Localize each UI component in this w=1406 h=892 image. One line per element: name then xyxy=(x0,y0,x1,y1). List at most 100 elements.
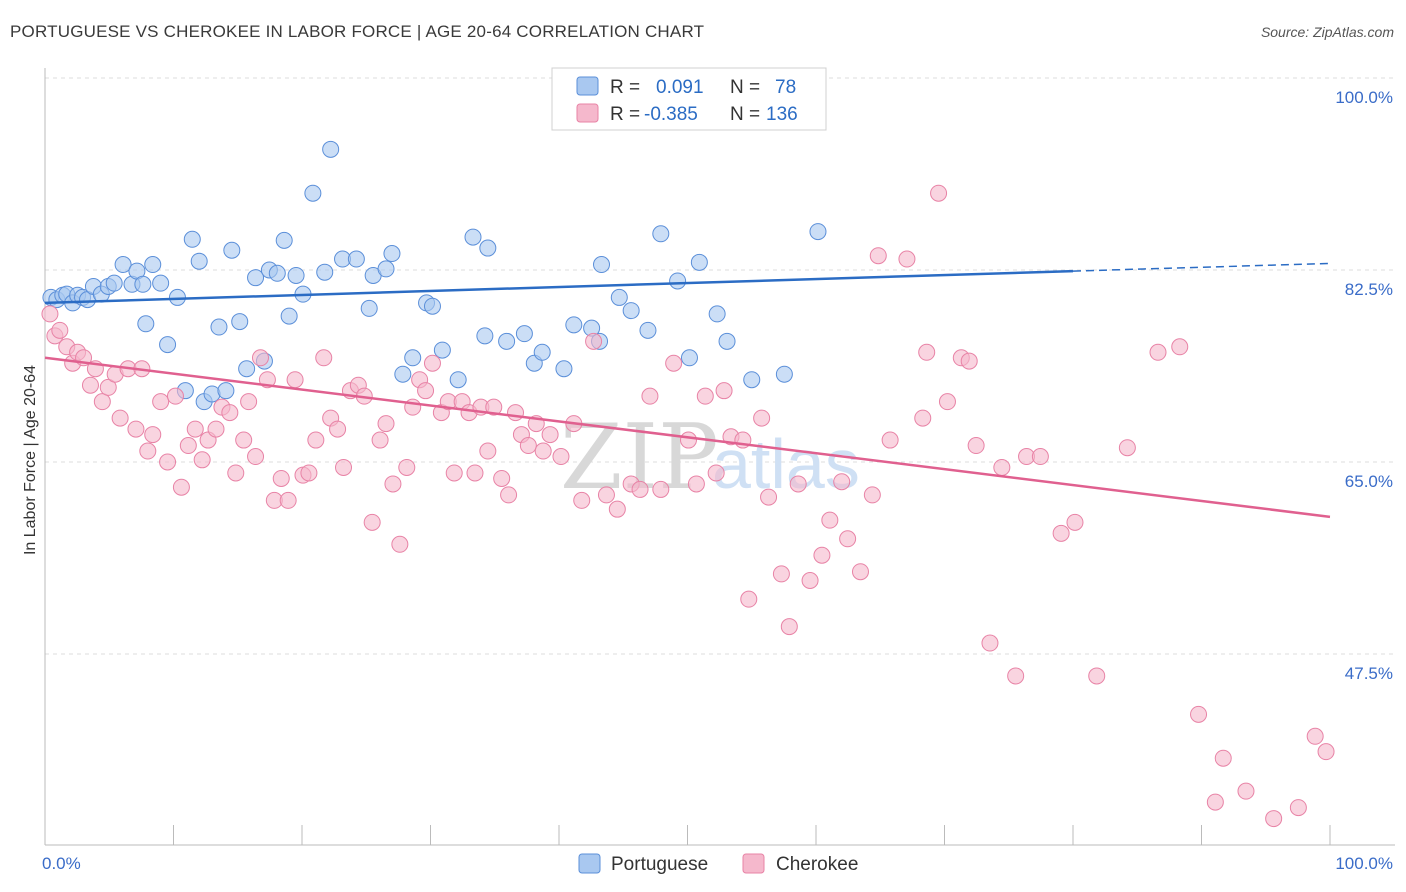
legend-cherokee-swatch xyxy=(742,853,765,874)
cherokee-point-51 xyxy=(377,415,395,433)
portuguese-point-77 xyxy=(809,223,827,241)
cherokee-point-118 xyxy=(993,458,1011,476)
cherokee-point-20 xyxy=(166,387,184,405)
portuguese-point-37 xyxy=(287,266,305,284)
portuguese-point-54 xyxy=(464,228,482,246)
portuguese-point-35 xyxy=(275,231,293,249)
portuguese-point-17 xyxy=(144,256,162,274)
cherokee-point-64 xyxy=(466,464,484,482)
cherokee-point-31 xyxy=(240,393,258,411)
portuguese-point-73 xyxy=(708,305,726,323)
cherokee-point-24 xyxy=(193,451,211,469)
portuguese-point-70 xyxy=(669,272,687,290)
portuguese-swatch xyxy=(576,76,599,96)
portuguese-n-value: 78 xyxy=(775,77,796,98)
portuguese-point-29 xyxy=(231,313,249,331)
cherokee-point-0 xyxy=(41,305,59,323)
cherokee-point-131 xyxy=(1237,782,1255,800)
cherokee-point-54 xyxy=(398,458,416,476)
cherokee-point-130 xyxy=(1214,749,1232,767)
cherokee-point-12 xyxy=(111,409,129,427)
cherokee-point-95 xyxy=(753,409,771,427)
cherokee-r-value: -0.385 xyxy=(644,104,698,125)
portuguese-point-68 xyxy=(639,321,657,339)
cherokee-point-81 xyxy=(608,500,626,518)
cherokee-point-135 xyxy=(1317,743,1335,761)
cherokee-point-50 xyxy=(371,431,389,449)
portuguese-trendline xyxy=(44,269,1074,305)
cherokee-point-76 xyxy=(552,448,570,466)
cherokee-point-91 xyxy=(715,382,733,400)
y-tick-label-1: 82.5% xyxy=(1345,280,1393,299)
cherokee-point-58 xyxy=(423,354,441,372)
cherokee-point-21 xyxy=(172,478,190,496)
portuguese-point-75 xyxy=(743,371,761,389)
cherokee-point-89 xyxy=(696,387,714,405)
portuguese-point-15 xyxy=(134,275,152,293)
cherokee-point-90 xyxy=(707,464,725,482)
legend-portuguese-label: Portuguese xyxy=(611,854,708,875)
cherokee-point-110 xyxy=(914,409,932,427)
cherokee-point-85 xyxy=(652,480,670,498)
tick-labels: 100.0% 82.5% 65.0% 47.5% 0.0% 100.0% xyxy=(42,88,1393,873)
cherokee-point-116 xyxy=(967,437,985,455)
portuguese-point-47 xyxy=(383,245,401,263)
cherokee-point-124 xyxy=(1088,667,1106,685)
cherokee-point-132 xyxy=(1265,810,1283,828)
portuguese-point-56 xyxy=(479,239,497,257)
portuguese-point-53 xyxy=(449,371,467,389)
portuguese-point-12 xyxy=(114,256,132,274)
cherokee-point-107 xyxy=(869,247,887,265)
portuguese-point-58 xyxy=(515,325,533,343)
cherokee-n-value: 136 xyxy=(766,104,798,125)
portuguese-point-49 xyxy=(404,349,422,367)
cherokee-point-84 xyxy=(641,387,659,405)
portuguese-point-46 xyxy=(377,260,395,278)
y-tick-label-0: 100.0% xyxy=(1335,88,1393,107)
cherokee-point-14 xyxy=(127,420,145,438)
cherokee-point-86 xyxy=(665,354,683,372)
cherokee-point-9 xyxy=(93,393,111,411)
portuguese-point-31 xyxy=(247,269,265,287)
portuguese-point-36 xyxy=(280,307,298,325)
cherokee-point-53 xyxy=(391,535,409,553)
cherokee-point-79 xyxy=(585,332,603,350)
cherokee-point-75 xyxy=(541,426,559,444)
portuguese-point-74 xyxy=(718,332,736,350)
portuguese-point-76 xyxy=(775,365,793,383)
portuguese-point-44 xyxy=(360,299,378,317)
cherokee-point-123 xyxy=(1066,513,1084,531)
cherokee-point-122 xyxy=(1052,524,1070,542)
axes xyxy=(44,68,1395,846)
series-portuguese xyxy=(42,140,827,411)
cherokee-point-88 xyxy=(687,475,705,493)
cherokee-point-101 xyxy=(813,546,831,564)
portuguese-point-69 xyxy=(652,225,670,243)
cherokee-point-67 xyxy=(485,398,503,416)
portuguese-point-11 xyxy=(105,274,123,292)
cherokee-point-40 xyxy=(300,464,318,482)
cherokee-point-7 xyxy=(81,376,99,394)
portuguese-point-23 xyxy=(190,252,208,270)
cherokee-point-45 xyxy=(335,458,353,476)
cherokee-point-103 xyxy=(833,473,851,491)
cherokee-point-134 xyxy=(1306,727,1324,745)
cherokee-n-label: N = xyxy=(730,104,760,125)
cherokee-point-97 xyxy=(772,565,790,583)
cherokee-point-133 xyxy=(1289,799,1307,817)
cherokee-point-106 xyxy=(863,486,881,504)
portuguese-point-26 xyxy=(210,318,228,336)
portuguese-point-18 xyxy=(152,274,170,292)
stats-legend: R = 0.091 N = 78 R = -0.385 N = 136 xyxy=(551,67,827,131)
cherokee-point-104 xyxy=(839,530,857,548)
cherokee-point-127 xyxy=(1171,338,1189,356)
portuguese-point-67 xyxy=(622,302,640,320)
cherokee-point-68 xyxy=(493,469,511,487)
trendlines xyxy=(44,262,1331,519)
y-tick-label-3: 47.5% xyxy=(1345,664,1393,683)
portuguese-point-62 xyxy=(565,316,583,334)
series-cherokee xyxy=(41,184,1335,828)
portuguese-point-72 xyxy=(690,253,708,271)
cherokee-point-128 xyxy=(1190,705,1208,723)
cherokee-point-72 xyxy=(519,437,537,455)
